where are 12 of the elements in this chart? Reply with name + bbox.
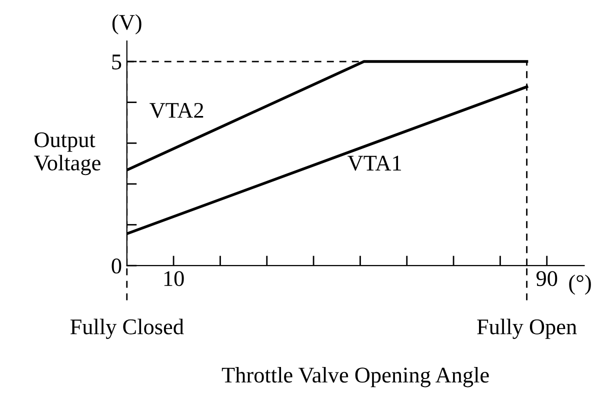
ref-line-label: Fully Open: [477, 318, 577, 339]
y-tick-label: 0: [112, 258, 122, 274]
y-tick-label: 5: [112, 54, 122, 70]
series-label: VTA2: [150, 102, 204, 118]
x-tick-label: 10: [164, 271, 184, 286]
y-axis-title: Output Voltage: [34, 132, 100, 176]
ref-line-label: Fully Closed: [70, 318, 184, 339]
x-tick-label: 90: [536, 271, 558, 286]
text: (V): [112, 14, 142, 34]
series-label: VTA1: [348, 156, 401, 171]
x-axis-title: Throttle Valve Opening Angle: [222, 366, 489, 388]
text: (°): [569, 274, 591, 295]
